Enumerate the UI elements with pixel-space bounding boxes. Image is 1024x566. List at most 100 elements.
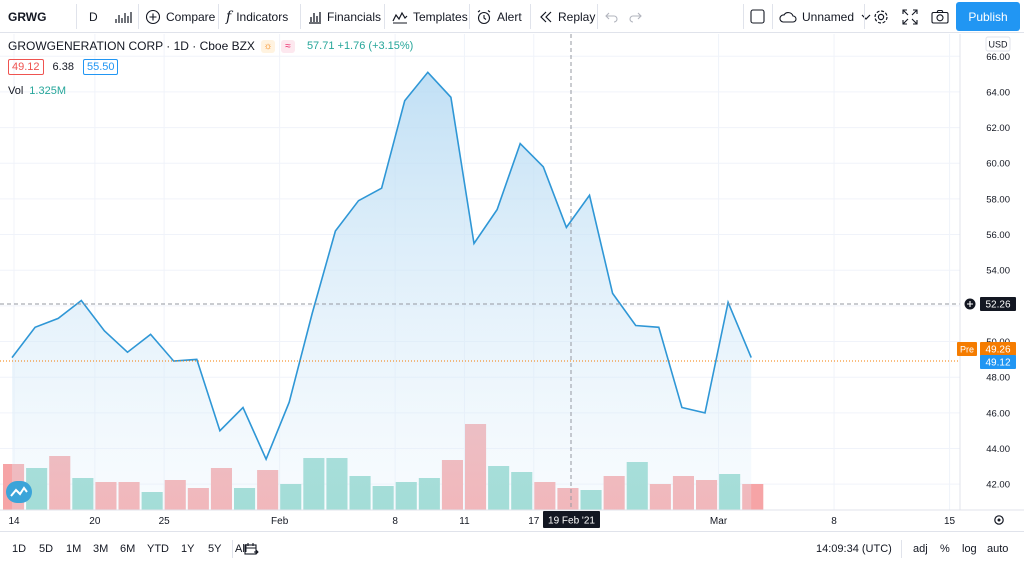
pre-price-label: 49.26 <box>985 345 1010 356</box>
toolbar-divider <box>743 4 744 29</box>
indicators-label: Indicators <box>236 9 289 24</box>
interval-button[interactable]: D <box>89 0 98 33</box>
price-area <box>12 72 752 511</box>
templates-icon <box>392 11 408 23</box>
range-button-6m[interactable]: 6M <box>120 532 135 565</box>
toolbar-divider <box>218 4 219 29</box>
last-price-box <box>980 355 1016 369</box>
time-tick-label: Mar <box>710 516 728 527</box>
square-icon <box>750 9 765 24</box>
bid-chip[interactable]: 49.12 <box>8 59 44 75</box>
time-tick-label: 17 <box>528 516 540 527</box>
indicators-button[interactable]: 𝑓 Indicators <box>226 0 288 33</box>
legend: GROWGENERATION CORP · 1D · Cboe BZX ☼ ≈ … <box>8 38 413 98</box>
time-axis-settings-button[interactable] <box>994 515 1004 525</box>
go-to-date-button[interactable] <box>243 532 259 565</box>
interval-label: D <box>89 9 98 24</box>
sun-icon[interactable]: ☼ <box>260 39 275 53</box>
chart-type-icon <box>115 11 132 23</box>
time-axis[interactable]: 14 20 25 Feb 8 11 17 Mar 8 15 <box>8 516 955 527</box>
alarm-clock-icon <box>477 9 491 24</box>
publish-button[interactable]: Publish <box>956 2 1020 31</box>
rewind-icon <box>540 11 552 22</box>
range-label: 3M <box>93 542 109 555</box>
gear-icon <box>994 515 1004 525</box>
gear-icon-center <box>997 518 1001 522</box>
symbol-label: GRWG <box>8 9 47 24</box>
range-button-1d[interactable]: 1D <box>12 532 26 565</box>
spread-value: 6.38 <box>52 61 74 73</box>
replay-label: Replay <box>558 9 596 24</box>
range-button-all[interactable]: All <box>235 532 247 565</box>
chart-pane[interactable]: 42.0044.0046.0048.0050.0052.0054.0056.00… <box>0 34 1024 530</box>
calendar-icon <box>244 542 259 555</box>
alert-button[interactable]: Alert <box>476 0 522 33</box>
plus-circle-icon <box>145 9 161 24</box>
price-tick-label: 54.00 <box>986 266 1010 277</box>
price-tick-label: 46.00 <box>986 408 1010 419</box>
time-tick-label: 20 <box>89 516 101 527</box>
snapshot-button[interactable] <box>931 0 949 33</box>
range-label: All <box>235 542 248 555</box>
time-tick-label: 15 <box>944 516 956 527</box>
time-tick-label: 25 <box>159 516 171 527</box>
tradingview-logo[interactable] <box>6 481 32 503</box>
logo-icon <box>10 486 28 497</box>
function-icon: 𝑓 <box>226 8 232 25</box>
range-label: 5D <box>39 542 54 555</box>
ask-chip[interactable]: 55.50 <box>82 59 119 75</box>
range-label: 6M <box>120 542 136 555</box>
log-button[interactable]: log <box>962 532 977 565</box>
fullscreen-button[interactable] <box>902 0 918 33</box>
compare-label: Compare <box>166 9 216 24</box>
toolbar-divider <box>384 4 385 29</box>
wave-icon[interactable]: ≈ <box>280 39 295 53</box>
range-label: 5Y <box>208 542 222 555</box>
auto-button[interactable]: auto <box>987 532 1008 565</box>
auto-label: auto <box>987 542 1009 555</box>
symbol-search-button[interactable]: GRWG <box>8 0 46 33</box>
percent-button[interactable]: % <box>940 532 950 565</box>
bottom-divider <box>901 540 902 558</box>
range-button-5d[interactable]: 5D <box>39 532 53 565</box>
financials-label: Financials <box>327 9 382 24</box>
bottom-divider <box>232 540 233 558</box>
financials-button[interactable]: Financials <box>308 0 381 33</box>
price-tick-label: 42.00 <box>986 480 1010 491</box>
clock-display[interactable]: 14:09:34 (UTC) <box>816 532 892 565</box>
price-line <box>11 71 752 462</box>
crosshair-date-tag: 19 Feb '21 <box>543 511 600 528</box>
clock-label: 14:09:34 (UTC) <box>816 542 892 555</box>
time-tick-label: 8 <box>831 516 837 527</box>
range-button-1y[interactable]: 1Y <box>181 532 194 565</box>
toolbar-divider <box>138 4 139 29</box>
range-button-3m[interactable]: 3M <box>93 532 108 565</box>
time-tick-label: 14 <box>8 516 20 527</box>
currency-label: USD <box>988 40 1008 50</box>
price-axis[interactable]: 42.0044.0046.0048.0050.0052.0054.0056.00… <box>986 52 1010 491</box>
redo-button[interactable] <box>628 0 642 33</box>
range-button-ytd[interactable]: YTD <box>147 532 169 565</box>
compare-button[interactable]: Compare <box>145 0 215 33</box>
currency-box[interactable] <box>985 36 1011 52</box>
undo-button[interactable] <box>605 0 619 33</box>
range-label: 1D <box>12 542 27 555</box>
chart-type-button[interactable] <box>114 0 134 33</box>
volume-label: Vol <box>8 85 24 97</box>
templates-button[interactable]: Templates <box>392 0 468 33</box>
adj-label: adj <box>913 542 928 555</box>
percent-label: % <box>940 542 950 555</box>
camera-icon <box>931 9 949 24</box>
last-price-tag: 49.12 <box>980 355 1016 369</box>
replay-button[interactable]: Replay <box>539 0 595 33</box>
range-button-5y[interactable]: 5Y <box>208 532 221 565</box>
fullscreen-toggle-button[interactable] <box>750 0 765 33</box>
top-toolbar: GRWG D Compare 𝑓 Indicators Financials T… <box>0 0 1024 33</box>
layout-menu-button[interactable]: Unnamed <box>779 0 872 33</box>
undo-icon <box>605 12 618 23</box>
settings-button[interactable] <box>872 0 890 33</box>
symbol-title[interactable]: GROWGENERATION CORP · 1D · Cboe BZX <box>8 39 255 53</box>
crosshair-price-label: 52.26 <box>985 300 1010 311</box>
range-button-1m[interactable]: 1M <box>66 532 81 565</box>
adj-button[interactable]: adj <box>913 532 928 565</box>
